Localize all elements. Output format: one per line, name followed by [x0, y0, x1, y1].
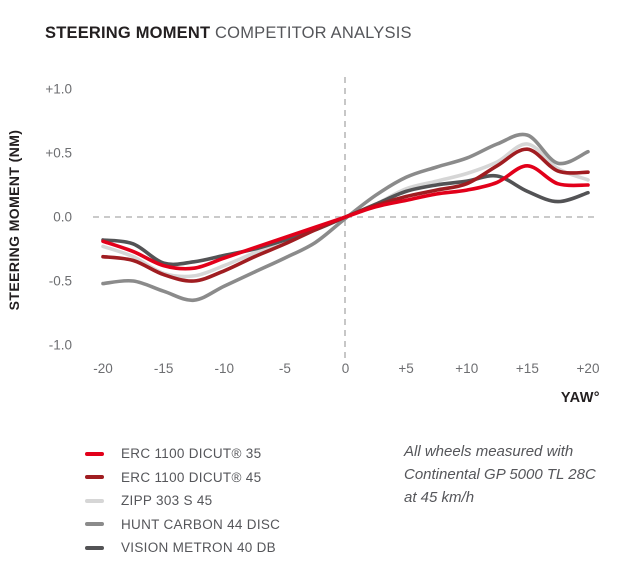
x-tick-20: -20	[93, 361, 113, 376]
x-tick-15: +15	[515, 361, 539, 376]
legend-label-erc-1100-dicut-45: ERC 1100 DICUT® 45	[121, 469, 262, 485]
y-tick-1-0: +1.0	[45, 81, 72, 97]
y-tick-1-0: -1.0	[48, 337, 72, 353]
y-tick-0-0: 0.0	[53, 209, 72, 225]
measurement-note: All wheels measured with Continental GP 5…	[404, 440, 604, 509]
x-tick-15: -15	[153, 361, 174, 376]
legend-swatch-zipp-303-s-45	[85, 498, 104, 503]
x-tick-0: 0	[341, 361, 350, 376]
x-tick-20: +20	[576, 361, 600, 376]
chart-title-rest: COMPETITOR ANALYSIS	[210, 24, 412, 42]
legend-swatch-vision-metron-40-db	[85, 545, 104, 550]
x-tick-5: -5	[278, 361, 291, 376]
note-line-1: All wheels measured with	[404, 443, 574, 460]
legend-swatch-erc-1100-dicut-45	[85, 475, 104, 480]
y-tick-0-5: -0.5	[48, 273, 72, 289]
legend-item-zipp-303-s-45: ZIPP 303 S 45	[85, 489, 280, 513]
legend-swatch-hunt-carbon-44-disc	[85, 522, 104, 527]
chart-title: STEERING MOMENT COMPETITOR ANALYSIS	[45, 24, 412, 43]
legend-item-erc-1100-dicut-35: ERC 1100 DICUT® 35	[85, 442, 280, 466]
y-axis-title: STEERING MOMENT (NM)	[6, 129, 22, 311]
note-line-3: at 45 km/h	[404, 489, 475, 506]
x-tick-5: +5	[398, 361, 414, 376]
x-tick-10: +10	[455, 361, 479, 376]
chart-title-bold: STEERING MOMENT	[45, 24, 211, 42]
legend-item-hunt-carbon-44-disc: HUNT CARBON 44 DISC	[85, 513, 280, 537]
x-tick-10: -10	[214, 361, 234, 376]
legend-label-zipp-303-s-45: ZIPP 303 S 45	[121, 493, 213, 509]
note-line-2: Continental GP 5000 TL 28C	[404, 466, 596, 483]
series-line-erc-1100-dicut-35	[101, 163, 590, 271]
legend-label-hunt-carbon-44-disc: HUNT CARBON 44 DISC	[121, 516, 281, 532]
legend-swatch-erc-1100-dicut-35	[85, 451, 104, 456]
legend-label-erc-1100-dicut-35: ERC 1100 DICUT® 35	[121, 446, 262, 462]
legend: ERC 1100 DICUT® 35 ERC 1100 DICUT® 45 ZIPP…	[85, 442, 280, 560]
x-axis-title: YAW°	[560, 390, 600, 406]
y-tick-0-5: +0.5	[45, 145, 72, 161]
legend-label-vision-metron-40-db: VISION METRON 40 DB	[121, 540, 276, 556]
legend-item-erc-1100-dicut-45: ERC 1100 DICUT® 45	[85, 466, 280, 490]
legend-item-vision-metron-40-db: VISION METRON 40 DB	[85, 536, 280, 560]
